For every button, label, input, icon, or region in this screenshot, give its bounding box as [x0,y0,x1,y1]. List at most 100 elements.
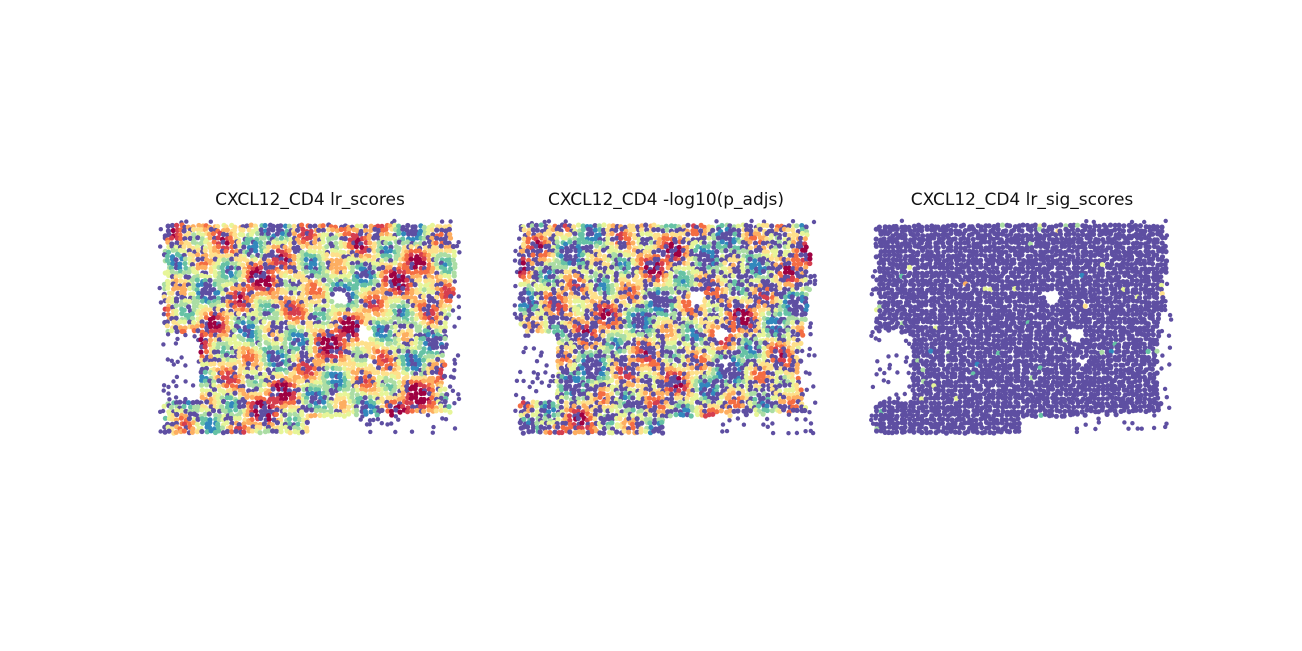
spot-point [350,342,356,348]
spot-point [324,411,330,418]
spot-point [321,399,327,405]
spot-point [316,336,322,342]
spot-point [676,278,682,285]
spot-point [378,273,384,279]
spot-point [216,295,222,301]
spot-point [324,357,330,363]
spot-point [328,323,334,329]
spot-point [165,249,172,255]
spot-point [253,374,260,380]
spot-point [220,361,226,367]
spot-point [307,386,314,392]
spot-point [374,294,380,300]
spot-point [279,289,285,295]
spot-point [579,319,586,325]
spot-point [427,341,433,348]
spot-point [371,417,376,423]
spot-point [224,404,230,410]
spot-point [757,287,763,293]
spot-point [190,400,196,406]
spot-point [727,223,733,229]
spot-point [345,386,351,392]
spot-point [416,231,423,237]
spot-point [282,386,288,393]
spot-point [375,378,381,384]
spot-point [596,277,602,283]
spot-point [273,428,279,434]
spot-point [416,248,422,254]
spot-point [530,265,536,271]
spot-point [368,274,374,280]
spot-point [630,251,636,257]
spot-point [341,399,347,405]
spot-point [558,273,564,279]
spot-point [442,303,448,309]
spot-point [278,400,284,406]
spot-point [215,424,221,430]
spot-point [195,252,201,258]
spot-point [320,239,326,245]
spot-point [220,365,226,371]
spot-point [808,274,814,280]
spot-point [300,291,306,297]
spot-point [604,278,610,284]
spot-point [220,290,226,297]
spot-point [342,361,348,367]
spot-point [551,282,557,288]
spot-point [320,227,326,233]
spot-point [690,261,696,267]
spot-point [613,273,619,279]
spot-point [526,273,533,280]
spot-point [263,390,269,396]
spot-point [383,240,389,246]
spot-point [363,366,369,372]
panel-lr-scores: CXCL12_CD4 lr_scores [157,190,462,440]
spot-point [405,357,411,363]
spot-point [271,239,277,245]
spot-point [198,349,204,355]
spot-point [409,290,415,296]
spot-point [165,306,171,312]
spot-point [563,298,569,304]
spot-point [190,420,196,426]
spot-point [173,325,179,331]
spot-point [572,231,578,237]
spot-point [278,295,284,301]
spot-point [588,244,594,250]
spot-point [287,430,293,436]
spot-point [387,349,393,355]
spot-point [317,412,323,418]
spot-point [320,359,326,365]
spot-point [292,411,298,417]
spot-point [799,230,805,236]
spot-point [191,328,197,334]
spot-point [677,231,683,237]
spot-point [236,415,242,421]
spot-point [752,235,758,241]
spot-point [434,286,440,292]
spot-point [353,412,359,418]
spot-point [161,312,167,317]
spot-point [249,412,255,418]
spot-point [341,365,348,372]
spot-point [512,311,518,317]
spot-point [329,353,335,359]
spot-point [807,256,813,262]
spot-point [375,311,381,318]
spot-point [249,341,255,347]
spot-point [183,332,188,338]
spot-point [212,256,218,262]
spot-point [686,302,692,308]
spot-point [781,256,787,263]
spot-point [173,308,179,314]
spot-point [757,226,763,232]
spot-point [358,253,364,259]
spot-point [798,252,804,258]
spot-point [358,272,364,279]
spot-point [567,239,573,245]
spot-point [294,319,300,325]
spot-point [265,424,271,430]
spot-point [438,403,444,409]
spot-point [669,289,675,295]
spot-point [278,425,284,431]
